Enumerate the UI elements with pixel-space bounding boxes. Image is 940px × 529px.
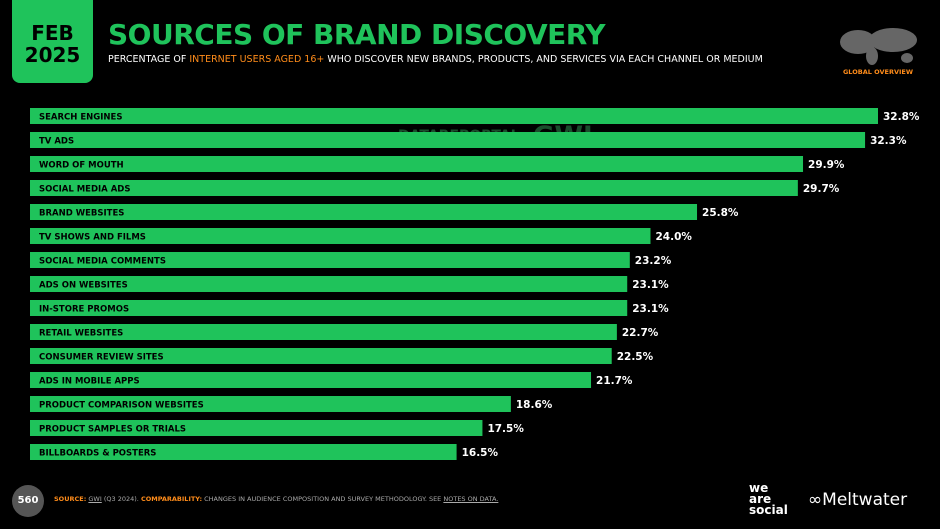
value-label: 16.5% bbox=[462, 447, 499, 459]
logo-text: social bbox=[749, 503, 788, 517]
bar bbox=[30, 324, 617, 340]
region-label: GLOBAL OVERVIEW bbox=[842, 68, 914, 76]
notes-link[interactable]: NOTES ON DATA. bbox=[443, 495, 499, 503]
subtitle-text: PERCENTAGE OF bbox=[108, 54, 187, 65]
bar bbox=[30, 108, 878, 124]
category-label: CONSUMER REVIEW SITES bbox=[39, 353, 164, 363]
bar bbox=[30, 444, 457, 460]
year: 2025 bbox=[24, 43, 81, 67]
category-label: WORD OF MOUTH bbox=[39, 161, 124, 171]
logo-text: we bbox=[749, 481, 769, 495]
value-label: 32.3% bbox=[870, 135, 907, 147]
value-label: 21.7% bbox=[596, 375, 633, 387]
value-label: 22.7% bbox=[622, 327, 659, 339]
category-label: BILLBOARDS & POSTERS bbox=[39, 449, 156, 459]
logo-text: Meltwater bbox=[822, 490, 908, 510]
source-note: SOURCE: GWI (Q3 2024). COMPARABILITY: CH… bbox=[54, 495, 498, 503]
value-label: 18.6% bbox=[516, 399, 553, 411]
value-label: 29.9% bbox=[808, 159, 845, 171]
value-label: 22.5% bbox=[617, 351, 654, 363]
source: GWI bbox=[88, 495, 102, 503]
value-label: 23.1% bbox=[632, 303, 669, 315]
logo-text: are bbox=[749, 492, 772, 506]
bar bbox=[30, 132, 866, 148]
category-label: RETAIL WEBSITES bbox=[39, 329, 123, 339]
bar bbox=[30, 396, 511, 412]
world-map bbox=[840, 28, 917, 65]
bar bbox=[30, 348, 612, 364]
value-label: 17.5% bbox=[487, 423, 524, 435]
category-label: ADS IN MOBILE APPS bbox=[39, 377, 140, 387]
logo-we-are-social: we are social bbox=[749, 481, 788, 517]
category-label: BRAND WEBSITES bbox=[39, 209, 124, 219]
category-label: SOCIAL MEDIA COMMENTS bbox=[39, 257, 166, 267]
value-label: 25.8% bbox=[702, 207, 739, 219]
bar bbox=[30, 420, 483, 436]
category-label: IN-STORE PROMOS bbox=[39, 305, 129, 315]
value-label: 29.7% bbox=[803, 183, 840, 195]
source-period: (Q3 2024). bbox=[103, 495, 139, 503]
value-label: 23.1% bbox=[632, 279, 669, 291]
source-label: SOURCE: bbox=[54, 495, 87, 503]
month: FEB bbox=[31, 21, 74, 45]
bar bbox=[30, 252, 630, 268]
value-label: 23.2% bbox=[635, 255, 672, 267]
category-label: PRODUCT COMPARISON WEBSITES bbox=[39, 401, 204, 411]
category-label: TV SHOWS AND FILMS bbox=[39, 233, 146, 243]
comparability-label: COMPARABILITY: bbox=[140, 495, 203, 503]
category-label: PRODUCT SAMPLES OR TRIALS bbox=[39, 425, 186, 435]
bar bbox=[30, 204, 698, 220]
bar bbox=[30, 156, 804, 172]
comparability: CHANGES IN AUDIENCE COMPOSITION AND SURV… bbox=[204, 495, 442, 503]
bar bbox=[30, 276, 628, 292]
logo-meltwater: ∞Meltwater bbox=[808, 490, 908, 510]
bar bbox=[30, 372, 592, 388]
category-label: SEARCH ENGINES bbox=[39, 113, 122, 123]
bar bbox=[30, 180, 798, 196]
subtitle: PERCENTAGE OF INTERNET USERS AGED 16+ WH… bbox=[108, 54, 763, 65]
category-label: TV ADS bbox=[39, 137, 74, 147]
category-label: SOCIAL MEDIA ADS bbox=[39, 185, 130, 195]
value-label: 32.8% bbox=[883, 111, 920, 123]
date-badge: FEB 2025 bbox=[12, 0, 93, 83]
bar bbox=[30, 300, 628, 316]
subtitle-text: WHO DISCOVER NEW BRANDS, PRODUCTS, AND S… bbox=[327, 54, 763, 65]
page-number: 560 bbox=[12, 485, 44, 517]
subtitle-highlight: INTERNET USERS AGED 16+ bbox=[189, 54, 325, 65]
bar bbox=[30, 228, 651, 244]
value-label: 24.0% bbox=[655, 231, 692, 243]
chart-title: SOURCES OF BRAND DISCOVERY bbox=[108, 18, 606, 51]
category-label: ADS ON WEBSITES bbox=[39, 281, 128, 291]
